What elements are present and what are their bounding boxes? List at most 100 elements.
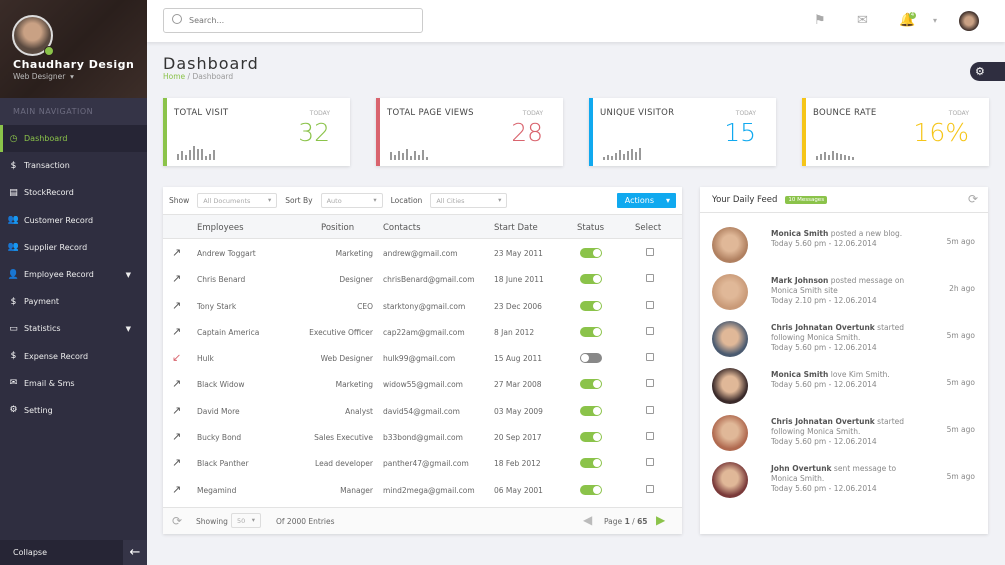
profile-role-dropdown[interactable]: Web Designer ▾ [13, 72, 74, 81]
sidebar-item-employee-record[interactable]: 👤 Employee Record ▼ [0, 261, 147, 288]
select-checkbox[interactable] [646, 248, 654, 256]
refresh-icon[interactable]: ⟳ [172, 514, 183, 528]
status-toggle[interactable] [580, 248, 602, 258]
table-row[interactable]: ↗ Chris Benard Designer chrisBenard@gmai… [163, 266, 682, 292]
employee-contact[interactable]: starktony@gmail.com [383, 301, 466, 311]
feed-time-ago: 5m ago [946, 237, 975, 246]
select-checkbox[interactable] [646, 405, 654, 414]
employee-contact[interactable]: david54@gmail.com [383, 406, 460, 416]
column-position[interactable]: Position [321, 223, 355, 233]
status-toggle[interactable] [580, 274, 602, 285]
actions-button[interactable]: Actions [616, 193, 676, 208]
employee-contact[interactable]: hulk99@gmail.com [383, 354, 456, 364]
employee-contact[interactable]: cap22am@gmail.com [383, 327, 465, 337]
table-row[interactable]: ↗ David More Analyst david54@gmail.com 0… [163, 398, 682, 424]
sidebar-item-supplier-record[interactable]: 👥 Supplier Record [0, 234, 147, 261]
spark-bar [209, 154, 211, 160]
employee-start-date: 27 Mar 2008 [494, 380, 542, 390]
status-toggle[interactable] [580, 432, 602, 443]
column-employees[interactable]: Employees [197, 223, 244, 233]
column-select[interactable]: Select [635, 223, 662, 233]
feed-item[interactable]: Chris Johnatan Overtunk started followin… [700, 405, 988, 452]
refresh-icon[interactable]: ⟳ [967, 192, 978, 206]
table-row[interactable]: ↗ Black Panther Lead developer panther47… [163, 450, 682, 476]
status-toggle[interactable] [580, 300, 602, 311]
status-toggle[interactable] [580, 484, 602, 495]
status-toggle[interactable] [580, 379, 602, 390]
location-select[interactable]: All Cities [430, 193, 508, 208]
feed-text: Monica Smith love Kim Smith. Today 5.60 p… [771, 370, 890, 389]
feed-item[interactable]: Monica Smith love Kim Smith. Today 5.60 p… [700, 358, 988, 405]
table-row[interactable]: ↗ Tony Stark CEO starktony@gmail.com 23 … [163, 293, 682, 319]
settings-gear-icon[interactable]: ⚙ [970, 62, 1005, 81]
sidebar-item-email-sms[interactable]: ✉ Email & Sms [0, 370, 147, 397]
employee-position: Marketing [335, 380, 373, 390]
status-toggle[interactable] [580, 458, 602, 469]
column-start-date[interactable]: Start Date [494, 223, 538, 233]
employee-contact[interactable]: andrew@gmail.com [383, 249, 458, 258]
select-checkbox[interactable] [646, 432, 654, 441]
column-contacts[interactable]: Contacts [383, 223, 421, 233]
sort-select[interactable]: Auto [320, 193, 383, 208]
select-checkbox[interactable] [646, 458, 654, 467]
accent-bar [589, 98, 593, 166]
feed-item[interactable]: Mark Johnson posted message on Monica Sm… [700, 264, 988, 311]
status-toggle[interactable] [580, 326, 602, 337]
sidebar-item-statistics[interactable]: ▭ Statistics ▼ [0, 315, 147, 342]
table-row[interactable]: ↗ Bucky Bond Sales Executive b33bond@gma… [163, 424, 682, 450]
trend-down-icon: ↙ [172, 351, 182, 365]
show-select[interactable]: All Documents [197, 193, 278, 208]
table-row[interactable]: ↗ Black Widow Marketing widow55@gmail.co… [163, 371, 682, 397]
prev-page-icon[interactable]: ◀ [583, 513, 593, 527]
feed-time-ago: 5m ago [946, 378, 975, 387]
sidebar-item-stockrecord[interactable]: ▤ StockRecord [0, 179, 147, 206]
per-page-select[interactable]: 50 [231, 513, 261, 528]
sidebar-item-customer-record[interactable]: 👥 Customer Record [0, 207, 147, 234]
flag-icon[interactable]: ⚑ [814, 13, 826, 28]
select-checkbox[interactable] [646, 300, 654, 309]
status-toggle[interactable] [580, 353, 602, 364]
sidebar-item-setting[interactable]: ⚙ Setting [0, 397, 147, 424]
table-row[interactable]: ↗ Andrew Toggart Marketing andrew@gmail.… [163, 240, 682, 266]
next-page-icon[interactable]: ▶ [656, 513, 666, 527]
select-checkbox[interactable] [646, 274, 654, 283]
database-icon: ▤ [9, 187, 18, 198]
employee-contact[interactable]: panther47@gmail.com [383, 459, 469, 469]
arrow-left-icon[interactable]: ← [123, 540, 147, 565]
employee-table-panel: Show All Documents Sort By Auto Location… [163, 187, 682, 534]
table-row[interactable]: ↗ Captain America Executive Officer cap2… [163, 319, 682, 345]
employee-contact[interactable]: b33bond@gmail.com [383, 433, 463, 443]
employee-position: CEO [357, 301, 373, 311]
sidebar-item-payment[interactable]: $ Payment [0, 288, 147, 315]
envelope-icon[interactable]: ✉ [857, 13, 868, 28]
feed-item[interactable]: Chris Johnatan Overtunk started followin… [700, 311, 988, 358]
sidebar-item-expense-record[interactable]: $ Expense Record [0, 343, 147, 370]
feed-item[interactable]: Monica Smith posted a new blog. Today 5.6… [700, 217, 988, 264]
select-checkbox[interactable] [646, 353, 654, 362]
select-checkbox[interactable] [646, 379, 654, 388]
sidebar-item-transaction[interactable]: $ Transaction [0, 152, 147, 179]
select-checkbox[interactable] [646, 326, 654, 335]
select-checkbox[interactable] [646, 484, 654, 493]
sidebar-item-label: Email & Sms [24, 378, 75, 388]
employee-name: Black Widow [197, 380, 245, 390]
spark-bar [189, 150, 191, 160]
employee-contact[interactable]: chrisBenard@gmail.com [383, 275, 475, 285]
trend-up-icon: ↗ [172, 272, 182, 286]
collapse-button[interactable]: Collapse ← [0, 540, 147, 565]
chevron-down-icon[interactable]: ▾ [933, 16, 938, 25]
status-toggle[interactable] [580, 405, 602, 416]
sidebar-item-dashboard[interactable]: ◷ Dashboard [0, 125, 147, 153]
table-row[interactable]: ↗ Megamind Manager mind2mega@gmail.com 0… [163, 477, 682, 503]
user-avatar[interactable] [959, 11, 979, 31]
search-input[interactable] [163, 8, 423, 33]
breadcrumb-home[interactable]: Home [163, 72, 186, 81]
avatar[interactable] [12, 15, 54, 56]
employee-contact[interactable]: mind2mega@gmail.com [383, 485, 475, 495]
money-icon: $ [10, 351, 17, 362]
table-row[interactable]: ↙ Hulk Web Designer hulk99@gmail.com 15 … [163, 345, 682, 371]
column-status[interactable]: Status [577, 223, 605, 233]
feed-item[interactable]: John Overtunk sent message to Monica Smi… [700, 452, 988, 499]
employee-contact[interactable]: widow55@gmail.com [383, 380, 463, 390]
feed-avatar [712, 227, 748, 263]
